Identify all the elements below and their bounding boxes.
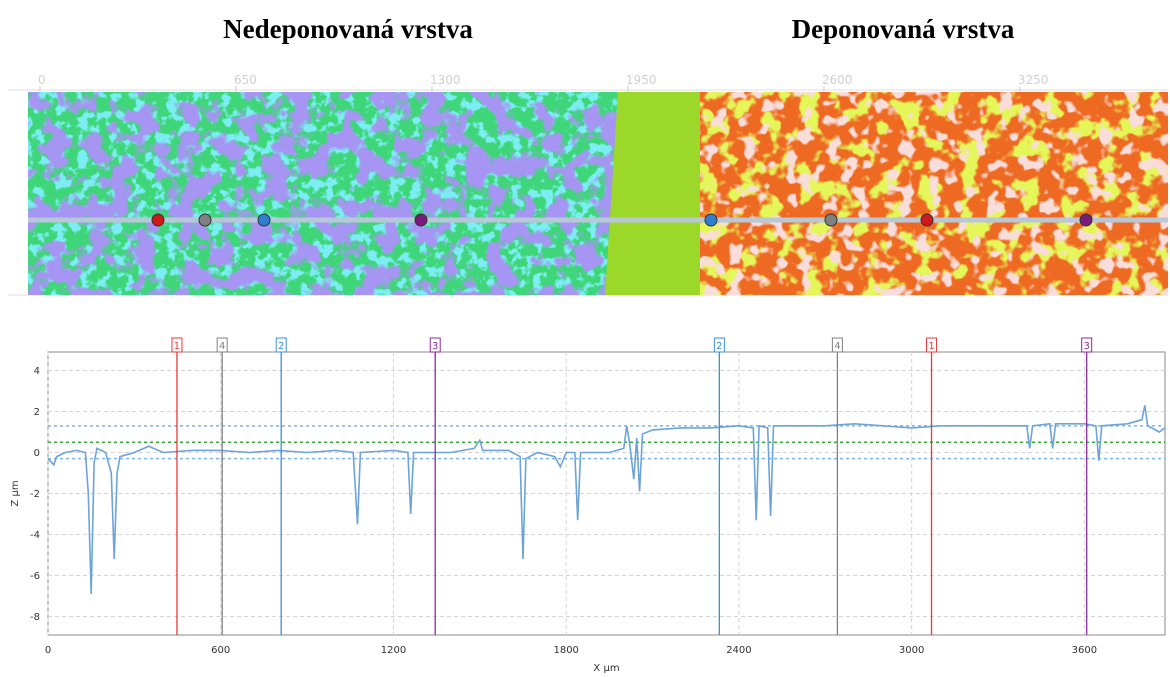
marker-flag	[831, 337, 843, 353]
marker-label: 2	[278, 341, 284, 352]
marker-flag	[216, 337, 228, 353]
marker-label: 4	[834, 341, 840, 352]
marker-flag	[713, 337, 725, 353]
marker-flag	[1081, 337, 1093, 353]
profile-line	[47, 405, 1166, 595]
marker-flag	[275, 337, 287, 353]
left-title: Nedeponovaná vrstva	[223, 14, 473, 44]
x-tick-label: 3000	[899, 645, 924, 656]
x-tick-label: 1800	[553, 645, 578, 656]
y-axis-label: Z µm	[10, 480, 21, 506]
map-tick-label: 1950	[626, 73, 657, 87]
map-tick-label: 2600	[822, 73, 853, 87]
map-tick-label: 3250	[1018, 73, 1049, 87]
y-tick-label: -8	[30, 612, 40, 623]
y-tick-label: 2	[34, 407, 40, 418]
map-tick-label: 1300	[430, 73, 461, 87]
map-tick-label: 650	[234, 73, 257, 87]
marker-flag	[171, 337, 183, 353]
map-tick-label: 0	[38, 73, 46, 87]
x-tick-label: 2400	[726, 645, 751, 656]
marker-label: 3	[1084, 341, 1090, 352]
marker-flag	[429, 337, 441, 353]
marker-label: 1	[928, 341, 934, 352]
right-title: Deponovaná vrstva	[792, 14, 1015, 44]
marker-label: 2	[716, 341, 722, 352]
y-tick-label: -2	[30, 489, 40, 500]
plot-frame	[47, 351, 1166, 636]
marker-label: 3	[432, 341, 438, 352]
y-tick-label: -4	[30, 530, 40, 541]
x-tick-label: 1200	[381, 645, 406, 656]
y-tick-label: 0	[34, 448, 40, 459]
x-tick-label: 3600	[1072, 645, 1097, 656]
marker-label: 1	[174, 341, 180, 352]
y-tick-label: 4	[34, 366, 40, 377]
marker-label: 4	[219, 341, 225, 352]
x-tick-label: 0	[45, 645, 51, 656]
x-tick-label: 600	[211, 645, 230, 656]
x-axis-label: X µm	[593, 663, 619, 674]
surface-map	[8, 89, 1168, 296]
y-tick-label: -6	[30, 571, 40, 582]
marker-flag	[926, 337, 938, 353]
